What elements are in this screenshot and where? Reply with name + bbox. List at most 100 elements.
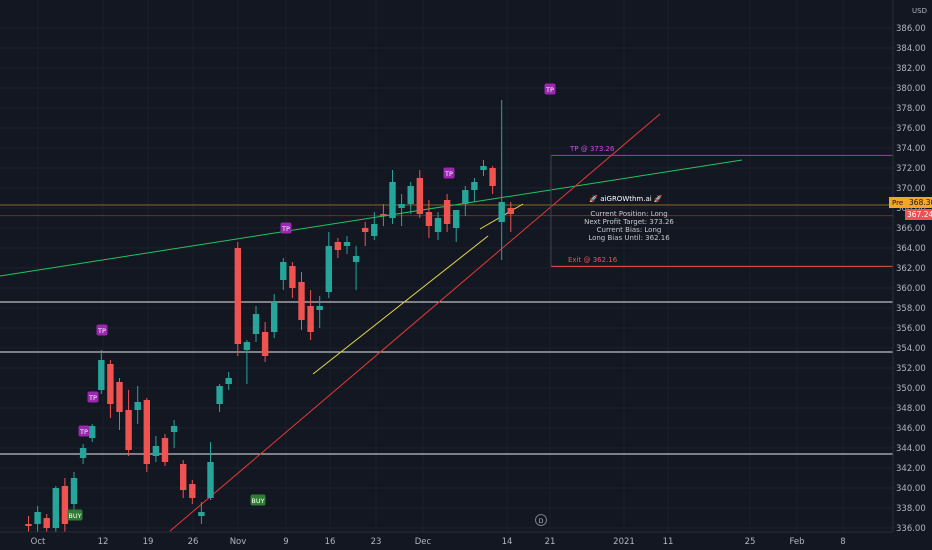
pre-price-value-bg (908, 197, 932, 208)
info-bias-until: Long Bias Until: 362.16 (588, 234, 670, 242)
y-tick-label: 338.00 (896, 504, 926, 514)
x-tick-label: Feb (789, 537, 804, 547)
brand-label: 🚀 aiGROWthm.ai 🚀 (589, 194, 663, 203)
y-tick-label: 342.00 (896, 464, 926, 474)
candle-body (152, 446, 160, 456)
y-tick-label: 348.00 (896, 404, 926, 414)
candle-body (261, 332, 269, 356)
buy-badge-text: BUY (68, 512, 81, 520)
y-tick-label: 362.00 (896, 264, 926, 274)
candle-body (398, 204, 405, 208)
y-tick-label: 384.00 (896, 44, 926, 54)
y-tick-label: 376.00 (896, 124, 926, 134)
candle-body (325, 246, 332, 292)
y-tick-labels: 336.00 338.00 340.00 342.00 344.00 346.00 348.… (896, 24, 926, 534)
y-tick-label: 382.00 (896, 64, 926, 74)
exit-level-label: Exit @ 362.16 (568, 256, 618, 264)
x-tick-label: Oct (31, 537, 46, 547)
candle-body (443, 200, 451, 224)
y-tick-label: 356.00 (896, 324, 926, 334)
svg-text:D: D (538, 517, 543, 525)
tp-badge-text: TP (444, 170, 453, 178)
candle-body (79, 448, 87, 458)
last-price-value: 367.24 (907, 210, 932, 219)
y-tick-label: 364.00 (896, 244, 926, 254)
tp-badge-bg (78, 425, 90, 437)
y-tick-label: 346.00 (896, 424, 926, 434)
tp-badge-text: TP (97, 327, 106, 335)
horizontal-levels (0, 204, 893, 455)
candle-body (198, 512, 205, 516)
tp-badge-bg (443, 167, 455, 179)
candle-body (362, 228, 369, 232)
x-tick-label: 12 (98, 537, 109, 547)
candle-body (453, 210, 460, 228)
candle-body (70, 478, 78, 504)
candle-body (316, 306, 323, 310)
info-current-bias: Current Bias: Long (597, 226, 662, 234)
x-tick-label: 26 (188, 537, 199, 547)
candle-body (107, 364, 114, 404)
candle-body (480, 166, 487, 170)
y-tick-label: 360.00 (896, 284, 926, 294)
buy-badge: BUY (67, 509, 83, 521)
y-tick-label: 380.00 (896, 84, 926, 94)
y-tick-label: 378.00 (896, 104, 926, 114)
candle-body (252, 314, 260, 334)
tp-level-label: TP @ 373.26 (569, 145, 615, 153)
tp-badge-text: TP (88, 394, 97, 402)
pre-price-value: 368.30 (909, 198, 932, 207)
candle-body (471, 182, 478, 190)
candle-body (389, 182, 396, 218)
candle-body (280, 262, 287, 280)
candles-layer (25, 100, 514, 534)
candle-body (52, 488, 59, 528)
x-tick-label: 23 (371, 537, 382, 547)
price-tags: Pre 368.30 367.24 (889, 197, 932, 220)
tp-badge-text: TP (281, 225, 290, 233)
time-axis[interactable] (0, 531, 932, 550)
candle-body (170, 426, 178, 432)
candle-body (371, 224, 378, 236)
tp-badge-text: TP (79, 428, 88, 436)
candle-body (416, 178, 423, 214)
tp-badge: TP (96, 324, 108, 336)
x-tick-label: Dec (415, 537, 432, 547)
price-axis[interactable]: USD (892, 0, 932, 532)
y-tick-label: 344.00 (896, 444, 926, 454)
tp-badge: TP (443, 167, 455, 179)
candle-body (216, 386, 223, 404)
d-marker[interactable]: D (535, 514, 547, 526)
candle-body (489, 168, 496, 186)
y-tick-label: 350.00 (896, 384, 926, 394)
x-tick-label: 11 (663, 537, 674, 547)
candle-body (98, 360, 105, 390)
candle-body (25, 524, 32, 526)
candle-body (161, 438, 169, 462)
red-trend-line (169, 113, 661, 532)
candle-body (498, 202, 505, 222)
candle-body (225, 378, 232, 384)
yellow-trend-line (312, 235, 489, 375)
x-tick-label: 16 (325, 537, 336, 547)
candle-body (189, 484, 196, 498)
candle-body (352, 256, 360, 262)
tp-badge: TP (544, 83, 556, 95)
candle-body (462, 190, 469, 204)
candle-body (289, 266, 296, 288)
candle-body (243, 342, 251, 350)
x-tick-label: 14 (502, 537, 513, 547)
candle-body (425, 212, 433, 226)
buy-badge-bg (250, 494, 266, 506)
tp-badge: TP (87, 391, 99, 403)
candle-body (143, 400, 150, 464)
pre-price-tag: Pre (892, 199, 903, 207)
x-tick-labels: Oct 12 19 26 Nov 9 16 23 Dec 14 21 2021 11 25 Feb 8 (31, 537, 846, 547)
candle-body (298, 282, 305, 320)
x-tick-label: 2021 (613, 537, 635, 547)
info-next-target: Next Profit Target: 373.26 (584, 218, 674, 226)
annotation-texts: TP @ 373.26 Exit @ 362.16 🚀 aiGROWthm.ai… (568, 145, 674, 264)
x-tick-label: 9 (283, 537, 288, 547)
